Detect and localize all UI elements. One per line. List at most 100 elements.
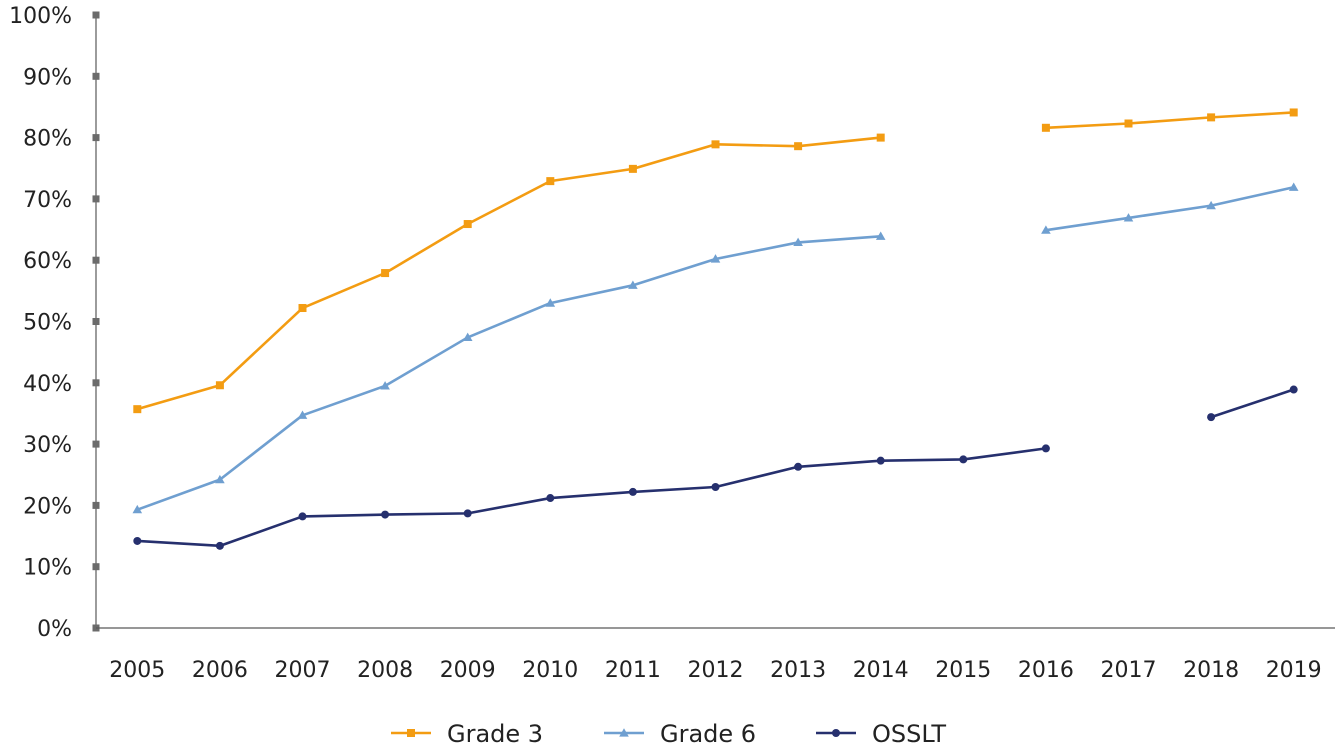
legend-item: OSSLT <box>816 720 946 748</box>
data-point <box>793 237 803 247</box>
data-point <box>133 536 142 545</box>
x-tick-label: 2014 <box>853 658 909 683</box>
x-tick-label: 2012 <box>688 658 744 683</box>
legend-label: Grade 3 <box>447 720 543 748</box>
series-line <box>136 136 881 411</box>
data-point <box>1289 385 1298 394</box>
y-tick-label: 70% <box>23 188 72 213</box>
series-line <box>1045 111 1294 130</box>
legend-item: Grade 6 <box>604 720 756 748</box>
data-point <box>298 512 307 521</box>
y-tick-label: 40% <box>23 372 72 397</box>
y-tick-mark <box>92 318 100 325</box>
data-point <box>545 298 556 307</box>
y-tick-mark <box>92 72 100 80</box>
series-grade-3 <box>133 108 1298 414</box>
y-tick-mark <box>92 195 100 203</box>
data-point <box>628 164 637 173</box>
y-tick-label: 30% <box>23 433 72 458</box>
legend-marker <box>832 729 840 737</box>
y-tick-label: 80% <box>23 127 72 152</box>
data-point <box>628 487 637 496</box>
y-axis: 0% 10% 20% 30% 40% 50% 60% 70% 80% 90% 100% <box>9 4 100 642</box>
y-tick-label: 0% <box>37 617 72 642</box>
x-tick-label: 2017 <box>1101 658 1157 683</box>
data-point <box>1041 444 1050 453</box>
x-tick-label: 2008 <box>357 658 413 683</box>
x-tick-label: 2009 <box>440 658 496 683</box>
data-point <box>215 474 225 484</box>
data-point <box>959 455 968 464</box>
series-layer <box>132 108 1299 550</box>
legend: Grade 3 Grade 6 OSSLT <box>391 720 946 748</box>
series-line <box>1210 388 1295 419</box>
data-point <box>215 381 224 390</box>
x-tick-label: 2005 <box>109 658 165 683</box>
y-tick-label: 100% <box>9 4 72 29</box>
y-tick-mark <box>92 11 100 19</box>
data-point <box>794 462 803 471</box>
data-point <box>1124 119 1133 128</box>
legend-label: OSSLT <box>872 720 946 748</box>
data-point <box>1123 213 1134 222</box>
data-point <box>462 332 473 342</box>
data-point <box>876 133 885 142</box>
legend-item: Grade 3 <box>391 720 543 748</box>
data-point <box>132 504 143 514</box>
y-tick-label: 10% <box>23 556 72 581</box>
data-point <box>711 483 720 492</box>
x-tick-label: 2011 <box>605 658 661 683</box>
data-point <box>381 269 390 278</box>
data-point <box>546 494 555 503</box>
data-point <box>463 220 472 229</box>
y-tick-mark <box>92 501 100 509</box>
data-point <box>1206 200 1216 210</box>
x-tick-label: 2006 <box>192 658 248 683</box>
x-tick-label: 2019 <box>1266 658 1322 683</box>
series-osslt <box>133 385 1298 550</box>
y-tick-mark <box>92 379 100 387</box>
data-point <box>710 254 721 263</box>
data-point <box>463 509 472 518</box>
x-tick-label: 2013 <box>770 658 826 683</box>
data-point <box>875 231 886 240</box>
series-line <box>137 447 1047 548</box>
series-line <box>1045 185 1294 232</box>
data-point <box>711 140 720 149</box>
data-point <box>1041 123 1050 132</box>
y-tick-mark <box>92 563 100 571</box>
data-point <box>794 142 803 151</box>
data-point <box>381 510 390 519</box>
data-point <box>628 280 638 289</box>
x-tick-label: 2007 <box>275 658 331 683</box>
legend-marker <box>407 729 415 737</box>
y-tick-mark <box>92 256 100 264</box>
data-point <box>1288 182 1299 191</box>
y-tick-label: 60% <box>23 249 72 274</box>
x-tick-label: 2016 <box>1018 658 1074 683</box>
x-tick-label: 2010 <box>522 658 578 683</box>
y-tick-mark <box>92 440 100 448</box>
data-point <box>1207 113 1216 122</box>
data-point <box>1289 108 1298 117</box>
data-point <box>298 304 307 313</box>
y-tick-label: 50% <box>23 311 72 336</box>
data-point <box>1041 225 1051 234</box>
data-point <box>297 410 308 419</box>
data-point <box>876 456 885 465</box>
legend-label: Grade 6 <box>660 720 756 748</box>
legend-marker <box>619 728 629 737</box>
y-tick-label: 20% <box>23 494 72 519</box>
x-tick-label: 2015 <box>935 658 991 683</box>
data-point <box>380 381 390 390</box>
data-point <box>546 177 555 186</box>
series-grade-6 <box>132 182 1299 514</box>
data-point <box>1207 413 1216 422</box>
x-tick-label: 2018 <box>1183 658 1239 683</box>
y-tick-label: 90% <box>23 65 72 90</box>
data-point <box>215 541 224 550</box>
y-tick-mark <box>92 134 100 142</box>
data-point <box>133 405 142 414</box>
series-line <box>136 234 881 511</box>
